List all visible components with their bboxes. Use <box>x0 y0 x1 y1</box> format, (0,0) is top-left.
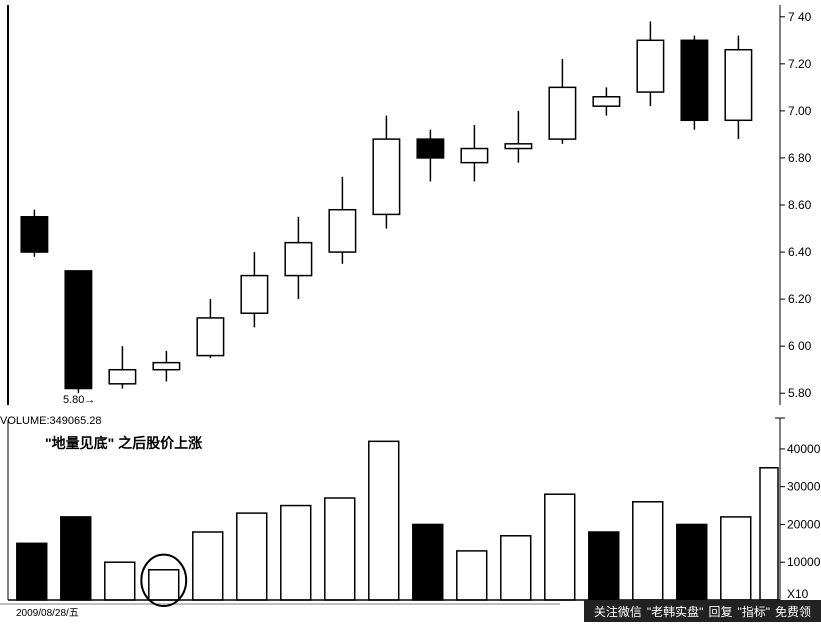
svg-text:5.80: 5.80 <box>788 386 812 400</box>
svg-text:6 00: 6 00 <box>788 339 812 353</box>
svg-text:6.80: 6.80 <box>788 151 812 165</box>
svg-text:30000: 30000 <box>787 480 821 494</box>
stock-chart: 5.80 6 00 6.20 6.40 8.60 6.80 7.00 7.20 7 40 5.80… <box>0 0 821 626</box>
svg-text:10000: 10000 <box>787 555 821 569</box>
footer-text-2: "老韩实盘" <box>647 603 704 620</box>
svg-text:5.80→: 5.80→ <box>63 394 95 406</box>
svg-text:8.60: 8.60 <box>788 198 812 212</box>
svg-text:6.20: 6.20 <box>788 292 812 306</box>
chart-container: 5.80 6 00 6.20 6.40 8.60 6.80 7.00 7.20 7 40 5.80… <box>0 0 821 626</box>
svg-text:40000: 40000 <box>787 442 821 456</box>
footer-text-5: 免费领 <box>775 603 811 620</box>
svg-text:7 40: 7 40 <box>788 10 812 24</box>
footer-promo-bar: 关注微信 "老韩实盘" 回复 "指标" 免费领 <box>584 600 821 622</box>
svg-text:"地量见底" 之后股价上涨: "地量见底" 之后股价上涨 <box>45 435 202 451</box>
footer-text-3: 回复 <box>708 603 732 620</box>
svg-text:7.00: 7.00 <box>788 104 812 118</box>
svg-text:2009/08/28/五: 2009/08/28/五 <box>16 608 79 619</box>
svg-text:7.20: 7.20 <box>788 57 812 71</box>
svg-text:6.40: 6.40 <box>788 245 812 259</box>
svg-text:VOLUME:349065.28: VOLUME:349065.28 <box>0 415 102 427</box>
footer-text-1: 关注微信 <box>594 603 642 620</box>
svg-text:20000: 20000 <box>787 517 821 531</box>
footer-text-4: "指标" <box>737 603 770 620</box>
svg-text:X10: X10 <box>787 587 809 601</box>
